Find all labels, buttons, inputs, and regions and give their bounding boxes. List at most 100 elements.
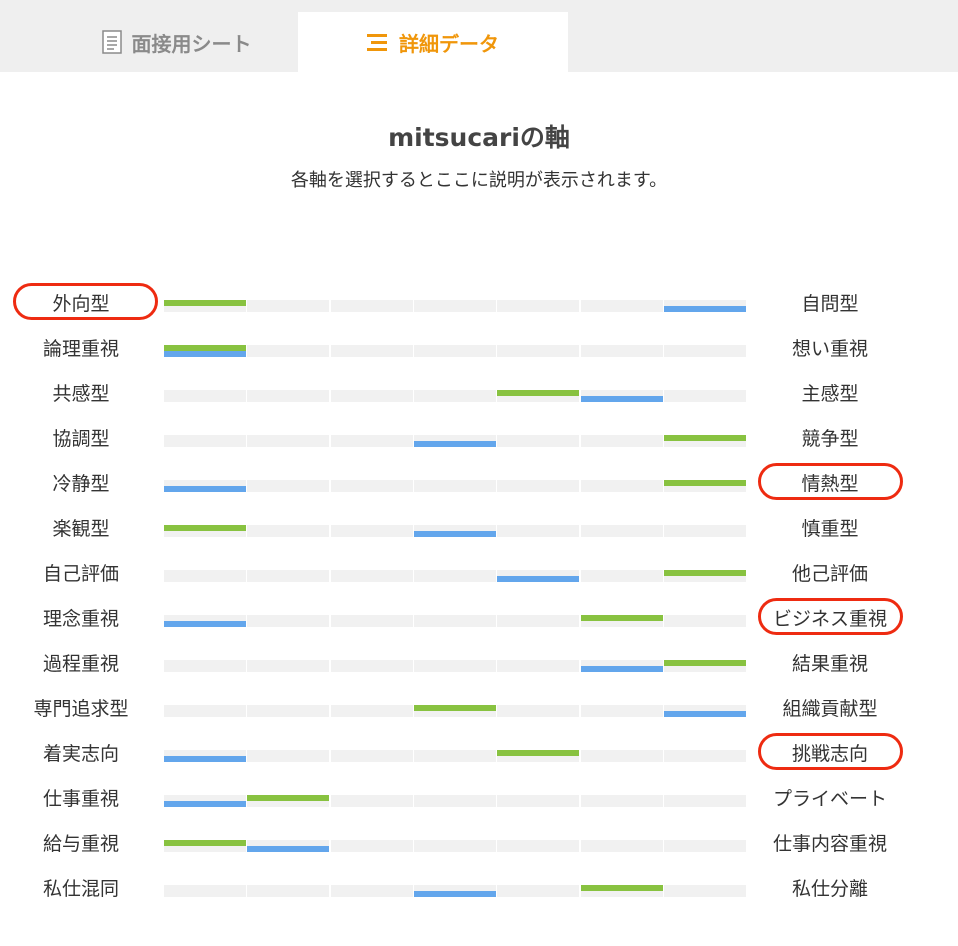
axis-segment bbox=[164, 570, 246, 582]
tab-label: 詳細データ bbox=[399, 31, 499, 56]
green-marker bbox=[664, 660, 746, 666]
axis-segment bbox=[581, 435, 663, 447]
axis-row[interactable]: 自己評価 他己評価 bbox=[0, 552, 958, 597]
blue-marker bbox=[414, 531, 496, 537]
axis-segment bbox=[331, 300, 413, 312]
axis-track bbox=[164, 327, 746, 372]
axis-segment bbox=[664, 390, 746, 402]
blue-marker bbox=[247, 846, 329, 852]
axis-segment bbox=[164, 390, 246, 402]
axis-left-label: 仕事重視 bbox=[42, 788, 119, 810]
blue-marker bbox=[164, 756, 246, 762]
blue-marker bbox=[664, 711, 746, 717]
axis-segment bbox=[414, 750, 496, 762]
axis-segment bbox=[247, 750, 329, 762]
axis-track bbox=[164, 822, 746, 867]
axis-track bbox=[164, 597, 746, 642]
tab-label: 面接用シート bbox=[131, 31, 252, 56]
axis-segment bbox=[247, 525, 329, 537]
blue-marker bbox=[164, 351, 246, 357]
axis-left-label: 共感型 bbox=[52, 383, 110, 405]
axis-segment bbox=[664, 525, 746, 537]
blue-marker bbox=[664, 306, 746, 312]
green-marker bbox=[497, 750, 579, 756]
green-marker bbox=[247, 795, 329, 801]
axis-right-label: 自問型 bbox=[801, 293, 859, 315]
axis-segment bbox=[497, 435, 579, 447]
axis-left-label: 理念重視 bbox=[42, 608, 119, 630]
axis-right-label: プライベート bbox=[772, 788, 887, 810]
axis-segment bbox=[664, 840, 746, 852]
axis-row[interactable]: 共感型 主感型 bbox=[0, 372, 958, 417]
axis-segment bbox=[581, 525, 663, 537]
green-marker bbox=[581, 885, 663, 891]
axis-segment bbox=[247, 885, 329, 897]
axis-row[interactable]: 外向型 自問型 bbox=[0, 282, 958, 327]
axis-track bbox=[164, 867, 746, 912]
axis-row[interactable]: 給与重視 仕事内容重視 bbox=[0, 822, 958, 867]
axis-right-label: 挑戦志向 bbox=[791, 743, 868, 765]
page-title: mitsucariの軸 bbox=[388, 123, 570, 152]
page-description: 各軸を選択するとここに説明が表示されます。 bbox=[290, 170, 668, 191]
axis-segment bbox=[247, 660, 329, 672]
axis-segment bbox=[497, 300, 579, 312]
blue-marker bbox=[581, 396, 663, 402]
green-marker bbox=[497, 390, 579, 396]
axis-segment bbox=[164, 435, 246, 447]
axis-right-label: 情熱型 bbox=[801, 473, 859, 495]
list-icon bbox=[367, 32, 389, 52]
axis-left-label: 給与重視 bbox=[42, 833, 119, 855]
axis-row[interactable]: 私仕混同 私仕分離 bbox=[0, 867, 958, 912]
axis-left-label: 自己評価 bbox=[42, 563, 119, 585]
tab-detail-data[interactable]: 詳細データ bbox=[298, 12, 568, 72]
axis-row[interactable]: 論理重視 想い重視 bbox=[0, 327, 958, 372]
axis-segment bbox=[581, 480, 663, 492]
axis-segment bbox=[497, 840, 579, 852]
axis-track bbox=[164, 642, 746, 687]
axis-segment bbox=[664, 885, 746, 897]
axis-segment bbox=[414, 345, 496, 357]
axis-segment bbox=[581, 795, 663, 807]
axis-right-label: ビジネス重視 bbox=[772, 608, 887, 630]
axis-right-label: 他己評価 bbox=[791, 563, 868, 585]
axis-segment bbox=[331, 345, 413, 357]
axis-segment bbox=[414, 615, 496, 627]
axis-right-label: 想い重視 bbox=[791, 338, 868, 360]
axis-segment bbox=[414, 795, 496, 807]
axis-track bbox=[164, 777, 746, 822]
blue-marker bbox=[414, 891, 496, 897]
axis-segment bbox=[164, 705, 246, 717]
green-marker bbox=[164, 300, 246, 306]
axis-left-label: 私仕混同 bbox=[42, 878, 119, 900]
axis-left-label: 論理重視 bbox=[42, 338, 119, 360]
axis-track bbox=[164, 372, 746, 417]
green-marker bbox=[664, 480, 746, 486]
blue-marker bbox=[164, 486, 246, 492]
axis-segment bbox=[664, 795, 746, 807]
tab-interview-sheet[interactable]: 面接用シート bbox=[55, 12, 298, 72]
axis-row[interactable]: 理念重視 ビジネス重視 bbox=[0, 597, 958, 642]
green-marker bbox=[164, 525, 246, 531]
axis-segment bbox=[331, 885, 413, 897]
axes-list: 外向型 自問型 論理重視 想い重視 共感型 主感型 協調型 競争型 冷静型 情熱型 楽観型 慎重型 自己… bbox=[0, 282, 958, 912]
axis-row[interactable]: 専門追求型 組織貢献型 bbox=[0, 687, 958, 732]
axis-segment bbox=[331, 480, 413, 492]
axis-row[interactable]: 過程重視 結果重視 bbox=[0, 642, 958, 687]
axis-segment bbox=[247, 480, 329, 492]
axis-segment bbox=[331, 615, 413, 627]
axis-right-label: 結果重視 bbox=[791, 653, 868, 675]
blue-marker bbox=[164, 801, 246, 807]
axis-row[interactable]: 冷静型 情熱型 bbox=[0, 462, 958, 507]
axis-track bbox=[164, 507, 746, 552]
axis-track bbox=[164, 687, 746, 732]
axis-row[interactable]: 楽観型 慎重型 bbox=[0, 507, 958, 552]
axis-right-label: 私仕分離 bbox=[791, 878, 868, 900]
blue-marker bbox=[497, 576, 579, 582]
green-marker bbox=[664, 570, 746, 576]
axis-row[interactable]: 協調型 競争型 bbox=[0, 417, 958, 462]
axis-row[interactable]: 着実志向 挑戦志向 bbox=[0, 732, 958, 777]
axis-segment bbox=[664, 345, 746, 357]
axis-segment bbox=[247, 570, 329, 582]
axis-row[interactable]: 仕事重視 プライベート bbox=[0, 777, 958, 822]
axis-left-label: 専門追求型 bbox=[33, 698, 129, 720]
